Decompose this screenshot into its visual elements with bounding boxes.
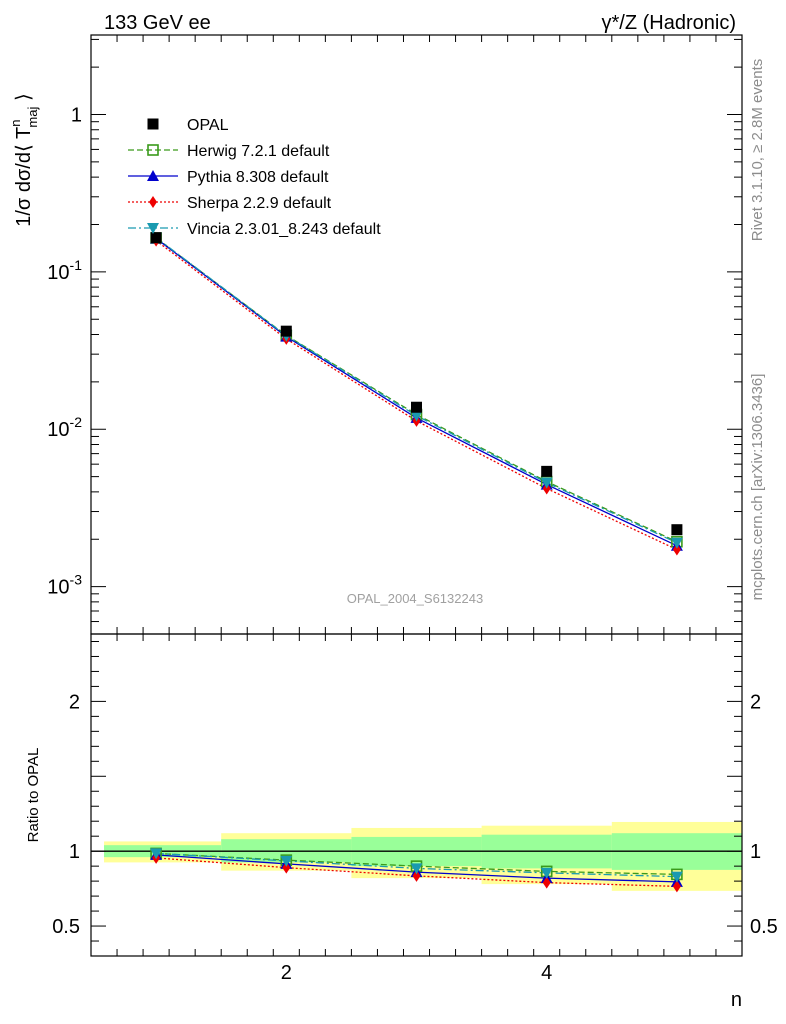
plot-title-left: 133 GeV ee (104, 12, 211, 34)
ratio-point-vincia-2-3-01-8-243-default (280, 855, 293, 867)
legend-entry-opal: OPAL (147, 117, 229, 134)
main-y-tick-label: 10-2 (47, 414, 82, 441)
legend-entry-herwig-7-2-1-default: Herwig 7.2.1 default (128, 143, 330, 160)
main-ylabel-subscript: maj (25, 107, 40, 128)
plot-title-right: γ*/Z (Hadronic) (602, 12, 736, 34)
legend: OPAL Herwig 7.2.1 default Pythia 8.308 def… (128, 117, 381, 238)
main-plot-data (150, 232, 683, 556)
legend-label: Herwig 7.2.1 default (187, 143, 330, 160)
rivet-version-label: Rivet 3.1.10, ≥ 2.8M events (749, 59, 766, 242)
legend-label: OPAL (187, 117, 229, 134)
main-point-sherpa-2-2-9-default (672, 543, 681, 556)
ratio-point-vincia-2-3-01-8-243-default (540, 867, 553, 879)
legend-marker (147, 170, 159, 181)
main-y-tick-label-base: 10 (47, 577, 69, 599)
main-line-pythia-8-308-default (155, 237, 678, 547)
main-ylabel-suffix: ⟩ (13, 93, 35, 106)
main-point-opal (411, 401, 422, 413)
ratio-y-tick-label: 0.5 (52, 916, 80, 938)
main-y-tick-label: 10-3 (47, 572, 82, 599)
main-y-tick-label-exponent: -2 (70, 414, 83, 430)
ratio-y-tick-label-right: 2 (750, 691, 761, 713)
legend-entry-vincia-2-3-01-8-243-default: Vincia 2.3.01_8.243 default (128, 221, 381, 238)
ratio-point-vincia-2-3-01-8-243-default (670, 871, 683, 883)
legend-marker (147, 144, 159, 156)
main-point-vincia-2-3-01-8-243-default (670, 537, 683, 549)
ratio-y-tick-label-right: 1 (750, 841, 761, 863)
main-y-tick-label: 1 (71, 104, 82, 126)
ratio-frame (90, 633, 743, 957)
ratio-xlabel: n (731, 989, 742, 1011)
legend-marker (149, 196, 157, 208)
mcplots-label: mcplots.cern.ch [arXiv:1306.3436] (749, 374, 766, 601)
main-panel: 110-110-210-3 OPAL_2004_S6132243 1/σ dσ/… (8, 34, 743, 635)
ratio-ylabel: Ratio to OPAL (25, 748, 42, 843)
ratio-y-tick-label-right: 0.5 (750, 916, 778, 938)
analysis-id-label: OPAL_2004_S6132243 (347, 591, 483, 606)
legend-label: Vincia 2.3.01_8.243 default (187, 221, 381, 238)
main-ylabel-prefix: 1/σ dσ/d⟨ T (13, 127, 35, 227)
main-point-opal (280, 325, 292, 337)
ratio-axes: 0.5 0.5 1 1 2 2 2 4 (52, 633, 778, 984)
legend-marker (147, 118, 159, 130)
ratio-point-sherpa-2-2-9-default (672, 880, 681, 893)
main-ylabel: 1/σ dσ/d⟨ Tn maj ⟩ (8, 93, 40, 227)
ratio-point-vincia-2-3-01-8-243-default (410, 863, 423, 875)
legend-label: Sherpa 2.2.9 default (187, 195, 332, 212)
ratio-plot-data (150, 847, 683, 893)
main-y-tick-label-exponent: -3 (70, 572, 83, 588)
ratio-y-tick-label: 1 (69, 841, 80, 863)
legend-label: Pythia 8.308 default (187, 169, 329, 186)
ratio-x-tick-label: 4 (541, 962, 552, 984)
ratio-point-sherpa-2-2-9-default (282, 861, 291, 874)
main-point-opal (541, 465, 553, 477)
main-point-vincia-2-3-01-8-243-default (540, 477, 553, 489)
main-point-opal (150, 232, 162, 244)
legend-entry-pythia-8-308-default: Pythia 8.308 default (128, 169, 329, 186)
main-y-tick-label-base: 10 (47, 262, 69, 284)
legend-entry-sherpa-2-2-9-default: Sherpa 2.2.9 default (128, 195, 332, 212)
ratio-x-tick-label: 2 (281, 962, 292, 984)
ratio-point-vincia-2-3-01-8-243-default (150, 848, 163, 860)
main-line-sherpa-2-2-9-default (155, 240, 678, 551)
legend-marker (147, 223, 159, 234)
ratio-point-sherpa-2-2-9-default (542, 876, 551, 889)
ratio-panel: 0.5 0.5 1 1 2 2 2 4 Ratio to OPAL n (25, 633, 778, 1011)
main-point-vincia-2-3-01-8-243-default (410, 410, 423, 422)
main-point-opal (671, 524, 683, 536)
main-line-vincia-2-3-01-8-243-default (155, 237, 678, 544)
main-y-tick-label: 10-1 (47, 257, 82, 284)
main-y-tick-label-base: 10 (47, 419, 69, 441)
ratio-point-sherpa-2-2-9-default (412, 869, 421, 882)
ratio-y-tick-label: 2 (69, 691, 80, 713)
main-ylabel-superscript: n (8, 120, 23, 127)
main-y-tick-label-exponent: -1 (70, 257, 83, 273)
main-line-herwig-7-2-1-default (155, 237, 678, 543)
